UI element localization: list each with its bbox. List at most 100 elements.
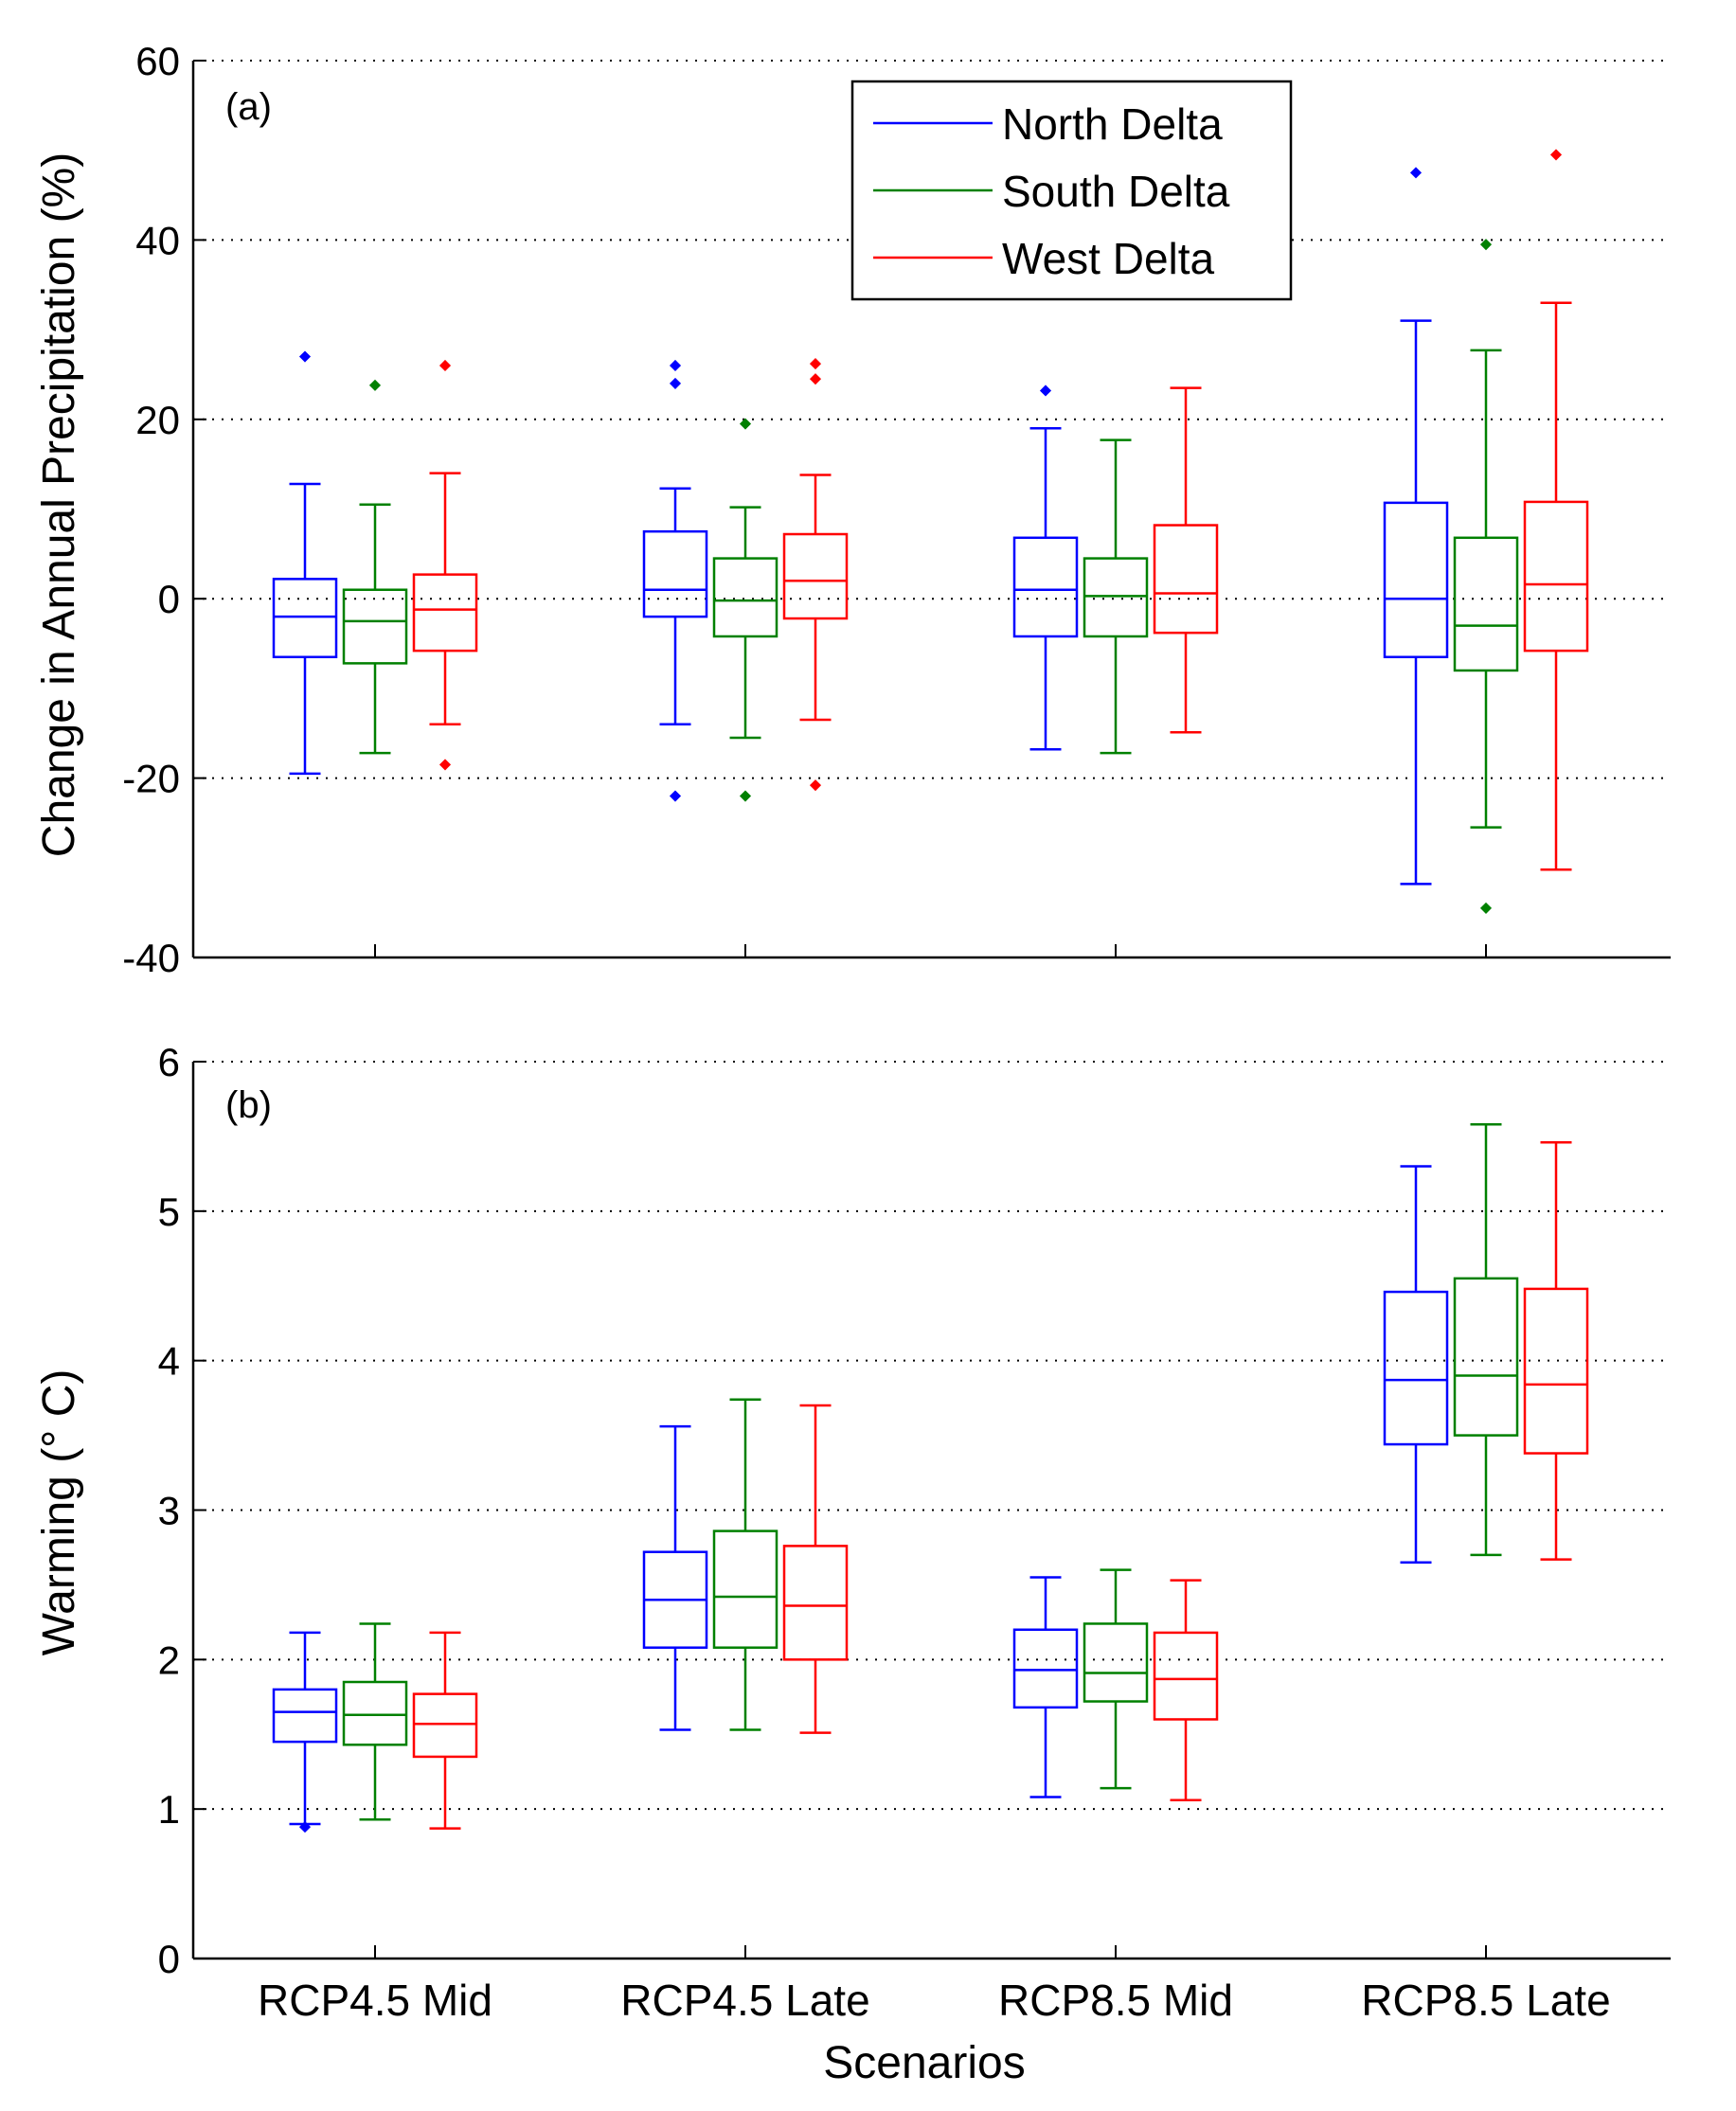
- legend: North Delta South Delta West Delta: [850, 80, 1293, 301]
- iqr-box: [1453, 536, 1519, 672]
- outlier-point: [739, 790, 752, 802]
- outlier-point: [809, 358, 822, 370]
- iqr-box: [1153, 1631, 1219, 1721]
- iqr-box: [342, 588, 408, 665]
- box-south-delta-1: [712, 1398, 779, 1731]
- iqr-box: [1383, 501, 1449, 659]
- box-north-delta-0: [272, 350, 338, 776]
- iqr-box: [1083, 557, 1149, 638]
- y-tick-label: 0: [158, 577, 180, 621]
- iqr-box: [1523, 500, 1589, 653]
- box-north-delta-2: [1012, 385, 1079, 751]
- iqr-box: [782, 532, 849, 620]
- outlier-point: [739, 418, 752, 430]
- outlier-point: [669, 377, 682, 389]
- iqr-box: [412, 573, 478, 653]
- box-west-delta-2: [1153, 1579, 1219, 1801]
- panel-a-precipitation: -40 -20 0 20 40 60 (a) Change in Annual Preci…: [34, 39, 1671, 980]
- box-west-delta-1: [782, 358, 849, 792]
- x-tick-label: RCP4.5 Late: [620, 1976, 869, 2025]
- box-north-delta-3: [1383, 167, 1449, 886]
- outlier-point: [669, 359, 682, 372]
- panel-b-x-ticks: RCP4.5 Mid RCP4.5 Late RCP8.5 Mid RCP8.5 La…: [258, 1945, 1611, 2025]
- box-north-delta-1: [642, 1424, 708, 1731]
- box-south-delta-0: [342, 1622, 408, 1821]
- box-south-delta-2: [1083, 1568, 1149, 1790]
- box-west-delta-1: [782, 1404, 849, 1734]
- box-west-delta-3: [1523, 1140, 1589, 1561]
- panel-b-y-ticks: 0 1 2 3 4 5 6: [158, 1040, 206, 1981]
- iqr-box: [642, 529, 708, 618]
- y-tick-label: 6: [158, 1040, 180, 1084]
- panel-b-label: (b): [225, 1084, 272, 1126]
- box-west-delta-0: [412, 359, 478, 771]
- y-tick-label: 4: [158, 1339, 180, 1384]
- outlier-point: [438, 759, 452, 771]
- iqr-box: [1012, 1628, 1079, 1709]
- y-tick-label: 2: [158, 1637, 180, 1682]
- box-north-delta-3: [1383, 1165, 1449, 1564]
- panel-b-ylabel: Warming (° C): [34, 1369, 84, 1656]
- box-south-delta-3: [1453, 1123, 1519, 1557]
- iqr-box: [1523, 1287, 1589, 1455]
- outlier-point: [1479, 902, 1493, 914]
- x-axis-label: Scenarios: [823, 2038, 1025, 2088]
- box-west-delta-2: [1153, 386, 1219, 734]
- panel-a-label: (a): [225, 86, 272, 128]
- legend-label-west-delta: West Delta: [1002, 234, 1215, 283]
- iqr-box: [1012, 536, 1079, 638]
- outlier-point: [368, 379, 382, 391]
- panel-a-boxes: [272, 149, 1589, 914]
- outlier-point: [298, 350, 312, 363]
- y-tick-label: 5: [158, 1190, 180, 1234]
- panel-a-axes: [191, 61, 1671, 959]
- iqr-box: [1453, 1277, 1519, 1437]
- box-west-delta-0: [412, 1631, 478, 1830]
- iqr-box: [1153, 524, 1219, 635]
- box-south-delta-0: [342, 379, 408, 755]
- iqr-box: [712, 1530, 779, 1649]
- legend-label-north-delta: North Delta: [1002, 99, 1223, 149]
- iqr-box: [272, 1688, 338, 1744]
- x-tick-label: RCP8.5 Late: [1361, 1976, 1610, 2025]
- panel-a-x-ticks: [374, 944, 1487, 957]
- box-south-delta-3: [1453, 239, 1519, 914]
- x-tick-label: RCP8.5 Mid: [998, 1976, 1233, 2025]
- box-north-delta-0: [272, 1631, 338, 1834]
- iqr-box: [342, 1680, 408, 1746]
- y-tick-label: -20: [122, 757, 180, 801]
- iqr-box: [1083, 1622, 1149, 1703]
- y-tick-label: 0: [158, 1937, 180, 1981]
- outlier-point: [1409, 167, 1423, 179]
- outlier-point: [1039, 385, 1052, 397]
- outlier-point: [438, 359, 452, 372]
- y-tick-label: -40: [122, 936, 180, 980]
- box-north-delta-2: [1012, 1576, 1079, 1798]
- iqr-box: [782, 1545, 849, 1661]
- box-west-delta-3: [1523, 149, 1589, 871]
- iqr-box: [272, 578, 338, 659]
- y-tick-label: 1: [158, 1787, 180, 1832]
- iqr-box: [1383, 1290, 1449, 1446]
- outlier-point: [1549, 149, 1563, 161]
- outlier-point: [298, 1821, 312, 1834]
- outlier-point: [809, 373, 822, 385]
- y-tick-label: 60: [135, 39, 180, 83]
- box-north-delta-1: [642, 359, 708, 802]
- panel-a-y-ticks: -40 -20 0 20 40 60: [122, 39, 206, 980]
- y-tick-label: 40: [135, 218, 180, 262]
- iqr-box: [712, 557, 779, 638]
- panel-b-boxes: [272, 1123, 1589, 1834]
- outlier-point: [809, 779, 822, 792]
- y-tick-label: 3: [158, 1489, 180, 1533]
- iqr-box: [412, 1692, 478, 1759]
- panel-a-ylabel: Change in Annual Precipitation (%): [34, 152, 84, 857]
- outlier-point: [1479, 239, 1493, 251]
- y-tick-label: 20: [135, 398, 180, 442]
- outlier-point: [669, 790, 682, 802]
- box-south-delta-1: [712, 418, 779, 802]
- box-south-delta-2: [1083, 438, 1149, 755]
- legend-label-south-delta: South Delta: [1002, 167, 1230, 216]
